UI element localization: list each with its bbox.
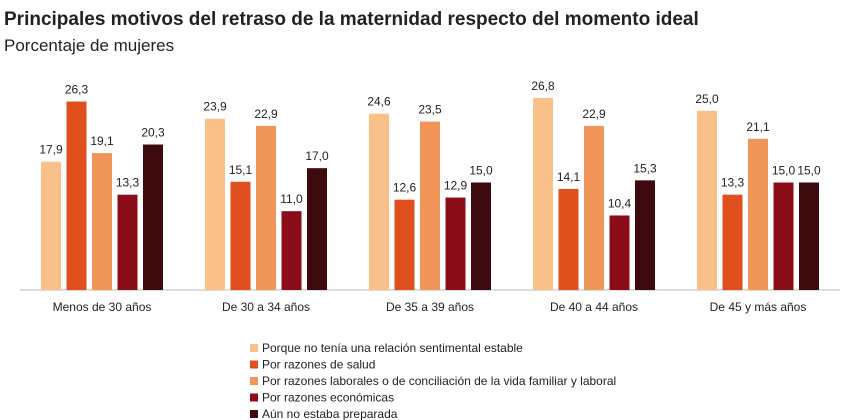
bar: [281, 211, 302, 290]
bar: [609, 215, 630, 290]
bar: [143, 144, 163, 290]
value-label: 13,3: [116, 176, 140, 190]
bar: [773, 182, 794, 290]
value-label: 22,9: [582, 107, 606, 121]
bar: [748, 138, 768, 290]
x-tick-label: De 30 a 34 años: [222, 300, 310, 314]
value-label: 25,0: [695, 92, 719, 106]
value-label: 24,6: [367, 95, 391, 109]
bar: [420, 121, 440, 290]
bar: [445, 197, 466, 290]
value-label: 20,3: [141, 126, 165, 140]
chart-title: Principales motivos del retraso de la ma…: [4, 9, 699, 30]
value-label: 15,0: [797, 164, 821, 178]
value-label: 14,1: [557, 170, 581, 184]
x-tick-label: Menos de 30 años: [53, 300, 152, 314]
bar: [41, 161, 61, 290]
value-label: 15,1: [229, 163, 253, 177]
legend-swatch: [250, 410, 258, 418]
value-label: 17,9: [39, 143, 63, 157]
value-label: 19,1: [90, 134, 114, 148]
value-label: 26,3: [65, 83, 89, 97]
value-label: 11,0: [280, 192, 303, 206]
legend-label: Por razones económicas: [262, 391, 394, 405]
value-label: 15,3: [633, 161, 657, 175]
legend-swatch: [250, 377, 258, 385]
value-label: 22,9: [254, 107, 278, 121]
bar: [256, 125, 276, 290]
value-label: 12,9: [444, 179, 468, 193]
x-tick-label: De 35 a 39 años: [386, 300, 474, 314]
bar: [558, 188, 579, 290]
legend-label: Porque no tenía una relación sentimental…: [262, 341, 523, 355]
bar: [205, 118, 225, 290]
legend-label: Por razones laborales o de conciliación …: [262, 374, 616, 388]
bar: [635, 180, 655, 290]
value-label: 13,3: [721, 176, 745, 190]
value-label: 23,5: [418, 103, 442, 117]
legend-label: Aún no estaba preparada: [262, 407, 398, 420]
bar: [471, 182, 491, 290]
bar: [92, 153, 112, 290]
bar: [369, 113, 389, 290]
value-label: 12,6: [393, 181, 417, 195]
value-label: 15,0: [772, 164, 796, 178]
bar: [66, 101, 87, 291]
bar: [307, 168, 327, 290]
value-label: 21,1: [746, 120, 770, 134]
value-label: 10,4: [608, 196, 632, 210]
legend-label: Por razones de salud: [262, 358, 375, 372]
legend-swatch: [250, 344, 258, 352]
bar: [697, 110, 717, 290]
bar: [117, 194, 138, 290]
x-tick-label: De 40 a 44 años: [550, 300, 638, 314]
x-tick-label: De 45 y más años: [710, 300, 807, 314]
value-label: 26,8: [531, 79, 555, 93]
value-label: 17,0: [305, 149, 329, 163]
chart-subtitle: Porcentaje de mujeres: [4, 36, 174, 55]
bar: [394, 199, 415, 290]
bar: [230, 181, 251, 290]
bar: [584, 125, 604, 290]
value-label: 23,9: [203, 100, 227, 114]
value-label: 15,0: [469, 164, 493, 178]
bar: [533, 97, 553, 290]
legend-swatch: [250, 393, 258, 402]
legend-swatch: [250, 360, 258, 369]
bar: [722, 194, 743, 290]
bar: [799, 182, 819, 290]
